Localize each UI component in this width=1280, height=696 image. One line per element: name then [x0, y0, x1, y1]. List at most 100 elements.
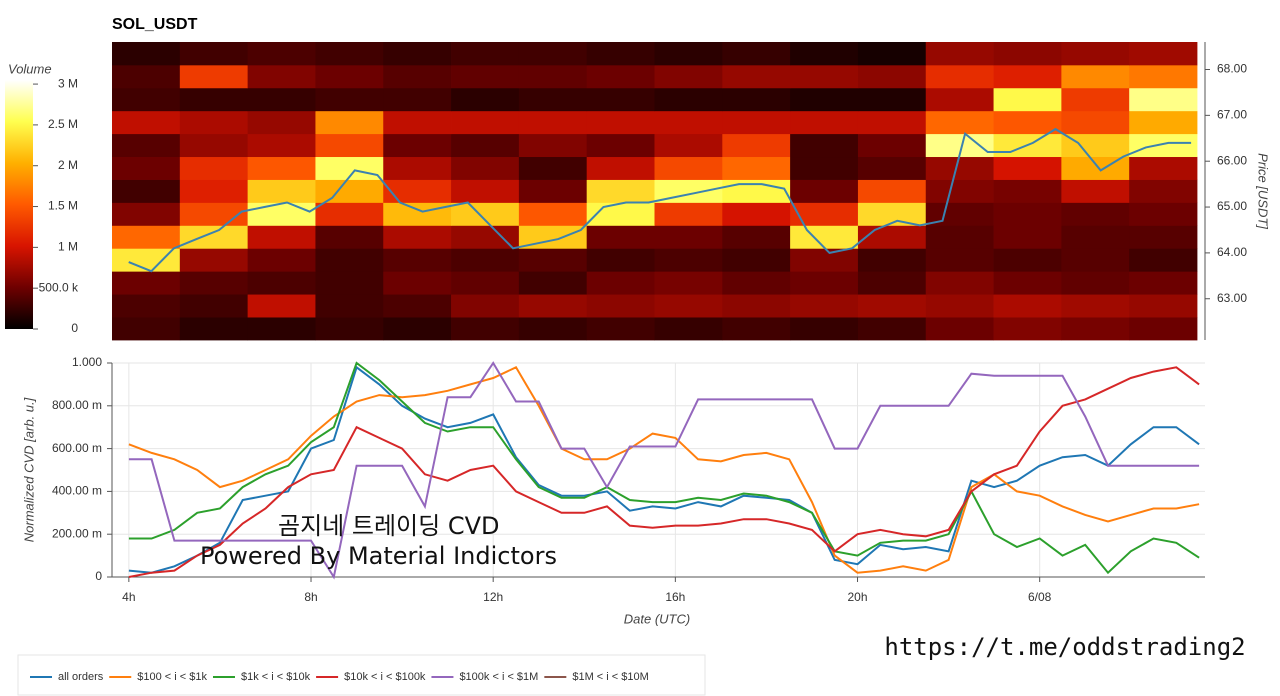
heatmap-cell — [451, 42, 520, 66]
heatmap-cell — [857, 133, 927, 158]
legend-label: $100 < i < $1k — [137, 671, 207, 683]
heatmap-cell — [247, 110, 316, 135]
heatmap-cell — [790, 156, 859, 180]
heatmap-cell — [1061, 179, 1130, 203]
heatmap-cell — [518, 271, 588, 295]
heatmap-cell — [654, 248, 723, 272]
colorbar-tick-label: 2.5 M — [48, 117, 78, 131]
heatmap-cell — [1061, 225, 1130, 249]
heatmap-cell — [518, 42, 588, 66]
heatmap-cell — [315, 64, 384, 89]
heatmap-cell — [518, 64, 588, 89]
heatmap-cell — [722, 110, 791, 135]
heatmap-cell — [654, 156, 723, 180]
y-tick-label: 63.00 — [1217, 291, 1247, 305]
heatmap-cell — [518, 294, 588, 318]
heatmap-cell — [451, 87, 520, 112]
heatmap-cell — [993, 248, 1062, 272]
heatmap-cell — [315, 271, 384, 295]
heatmap-cell — [925, 225, 994, 249]
heatmap-cell — [925, 156, 994, 180]
heatmap-cell — [857, 271, 927, 295]
heatmap-cell — [654, 42, 723, 66]
heatmap-cell — [993, 202, 1062, 226]
heatmap-cell — [925, 42, 994, 66]
heatmap-cell — [315, 42, 384, 66]
heatmap-cell — [247, 156, 316, 180]
heatmap-cell — [722, 179, 791, 203]
heatmap-cell — [1129, 133, 1198, 158]
heatmap-cell — [179, 248, 249, 272]
y-tick-label: 68.00 — [1217, 62, 1247, 76]
heatmap-cell — [451, 248, 520, 272]
heatmap-cell — [179, 271, 249, 295]
heatmap-cell — [451, 179, 520, 203]
heatmap-cell — [1061, 317, 1130, 341]
heatmap-cell — [722, 202, 791, 226]
heatmap-cell — [315, 133, 384, 158]
heatmap-cell — [383, 248, 452, 272]
series-line — [128, 365, 1200, 574]
heatmap-cell — [451, 202, 520, 226]
heatmap-cell — [1061, 294, 1130, 318]
heatmap-cell — [518, 133, 588, 158]
heatmap-cell — [315, 225, 384, 249]
heatmap-cell — [654, 110, 723, 135]
heatmap-cell — [1061, 271, 1130, 295]
heatmap-cell — [790, 225, 859, 249]
legend-label: $1k < i < $10k — [241, 671, 311, 683]
heatmap-cell — [518, 110, 588, 135]
legend-label: $10k < i < $100k — [344, 671, 426, 683]
heatmap-cell — [857, 225, 927, 249]
watermark: Powered By Material Indictors — [200, 542, 557, 570]
price-line — [128, 127, 1192, 273]
heatmap-cell — [383, 202, 452, 226]
heatmap-cell — [112, 133, 181, 158]
heatmap-cell — [654, 294, 723, 318]
heatmap-cell — [722, 64, 791, 89]
heatmap-cell — [112, 87, 181, 112]
heatmap-cell — [1129, 271, 1198, 295]
heatmap-cell — [247, 133, 316, 158]
y-tick-label: 65.00 — [1217, 199, 1247, 213]
heatmap-cell — [383, 294, 452, 318]
legend-label: $100k < i < $1M — [459, 671, 538, 683]
heatmap-cell — [1129, 156, 1198, 180]
heatmap-cell — [179, 64, 249, 89]
heatmap-cell — [790, 64, 859, 89]
heatmap-cell — [247, 248, 316, 272]
heatmap-cell — [518, 156, 588, 180]
heatmap-cell — [1129, 179, 1198, 203]
heatmap-cell — [993, 87, 1062, 112]
heatmap-cell — [315, 202, 384, 226]
heatmap-cell — [247, 64, 316, 89]
x-tick-label: 16h — [665, 590, 685, 604]
heatmap-cell — [451, 133, 520, 158]
heatmap-cell — [451, 64, 520, 89]
heatmap-cell — [722, 271, 791, 295]
heatmap-cell — [790, 317, 859, 341]
heatmap-cell — [790, 294, 859, 318]
heatmap-cell — [1129, 42, 1198, 66]
heatmap-cell — [518, 202, 588, 226]
heatmap-cell — [993, 271, 1062, 295]
heatmap-cell — [383, 42, 452, 66]
heatmap-cell — [112, 42, 181, 66]
y-axis-label: Normalized CVD [arb. u.] — [21, 397, 36, 542]
heatmap-cell — [586, 156, 655, 180]
y-tick-label: 600.00 m — [52, 441, 102, 455]
heatmap-cell — [1061, 110, 1130, 135]
y-tick-label: 1.000 — [72, 355, 102, 369]
heatmap-cell — [247, 317, 316, 341]
x-tick-label: 20h — [848, 590, 868, 604]
heatmap-cell — [315, 156, 384, 180]
colorbar-tick-label: 3 M — [58, 76, 78, 90]
heatmap-cell — [247, 294, 316, 318]
heatmap-cell — [586, 179, 655, 203]
heatmap-cell — [179, 110, 249, 135]
heatmap-cell — [247, 42, 316, 66]
heatmap-cell — [451, 110, 520, 135]
heatmap-cell — [654, 87, 723, 112]
heatmap-cell — [179, 179, 249, 203]
